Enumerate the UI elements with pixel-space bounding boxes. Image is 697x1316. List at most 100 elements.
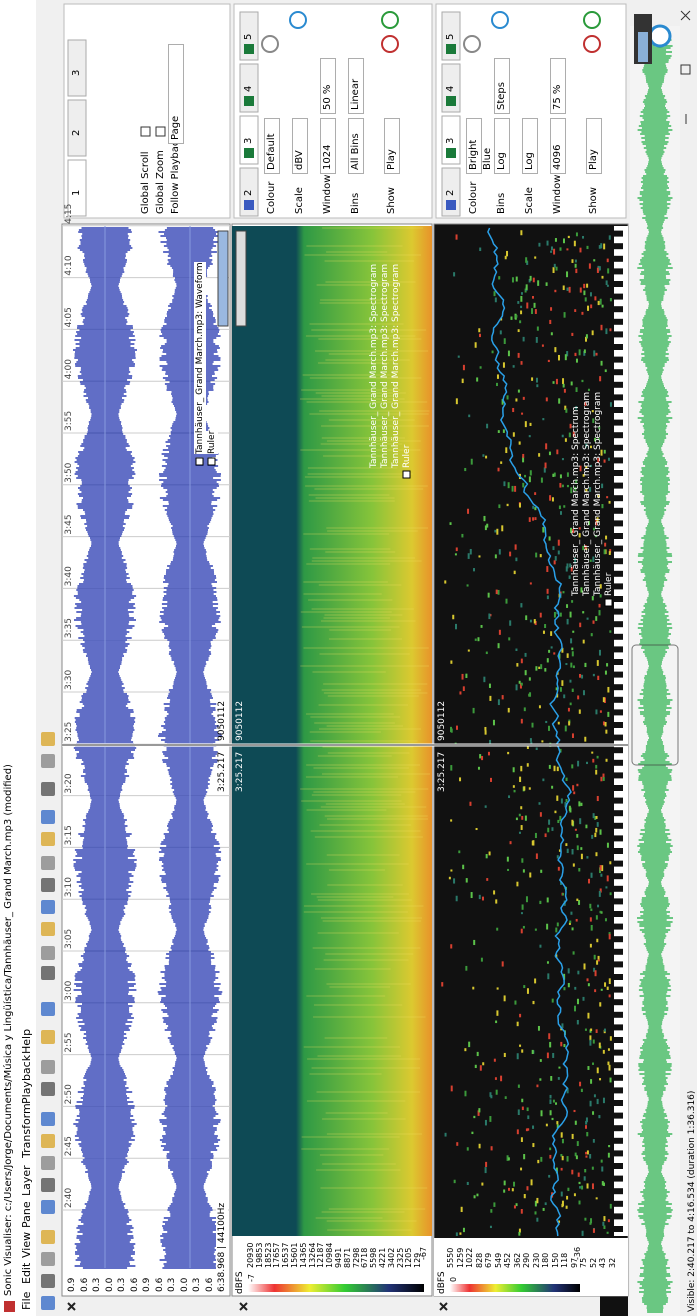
spectral-peak xyxy=(609,551,611,555)
dropdown[interactable]: Bright Blue xyxy=(466,118,482,174)
toolbar-button[interactable] xyxy=(41,732,55,746)
toolbar-button[interactable] xyxy=(41,1002,55,1016)
spectral-peak xyxy=(535,929,537,931)
dial[interactable] xyxy=(584,36,600,52)
spectral-peak xyxy=(521,816,523,820)
frequency-label: 150 xyxy=(551,1253,560,1268)
tab-icon xyxy=(244,200,254,210)
spectral-peak xyxy=(581,312,583,315)
spectral-peak xyxy=(604,543,606,547)
menu-item[interactable]: Transform xyxy=(21,1103,33,1158)
spectral-peak xyxy=(513,432,515,436)
toolbar-button[interactable] xyxy=(41,754,55,768)
frequency-label: 362 xyxy=(513,1253,522,1268)
spectral-peak xyxy=(590,1101,592,1107)
dial[interactable] xyxy=(650,26,670,46)
toolbar-button[interactable] xyxy=(41,922,55,936)
tab[interactable] xyxy=(68,40,86,96)
dial[interactable] xyxy=(382,36,398,52)
menu-item[interactable]: Help xyxy=(21,1029,33,1054)
toolbar-button[interactable] xyxy=(41,1296,55,1310)
dropdown[interactable]: 75 % xyxy=(550,58,566,114)
checkbox[interactable] xyxy=(141,127,150,136)
dropdown[interactable]: Log xyxy=(494,118,510,174)
spectral-peak xyxy=(529,872,531,877)
dropdown[interactable]: Page xyxy=(168,44,184,144)
maximize-button[interactable] xyxy=(681,65,690,74)
dropdown[interactable]: All Bins xyxy=(348,118,364,174)
spectral-peak xyxy=(492,351,494,354)
legend-entry: Ruler xyxy=(603,573,615,596)
dropdown[interactable]: Play xyxy=(384,118,400,174)
colour-bar xyxy=(248,1284,424,1292)
spectral-peak xyxy=(519,503,521,507)
spectral-peak xyxy=(565,663,567,665)
spectral-peak xyxy=(599,604,601,608)
dial[interactable] xyxy=(464,36,480,52)
spectral-peak xyxy=(597,796,599,801)
dropdown[interactable]: 50 % xyxy=(320,58,336,114)
menu-item[interactable]: Pane xyxy=(21,1201,33,1228)
dropdown[interactable]: 1024 xyxy=(320,118,336,174)
spectral-peak xyxy=(599,1002,601,1006)
spectral-peak xyxy=(468,415,470,418)
toolbar-button[interactable] xyxy=(41,900,55,914)
toolbar-button[interactable] xyxy=(41,1082,55,1096)
dial[interactable] xyxy=(382,12,398,28)
toolbar-button[interactable] xyxy=(41,782,55,796)
toolbar-button[interactable] xyxy=(41,1060,55,1074)
dial[interactable] xyxy=(262,36,278,52)
spectral-peak xyxy=(485,1120,487,1125)
toolbar-button[interactable] xyxy=(41,856,55,870)
dropdown[interactable]: Linear xyxy=(348,58,364,114)
menu-item[interactable]: Layer xyxy=(21,1165,33,1196)
menu-item[interactable]: Playback xyxy=(21,1055,33,1104)
menu-item[interactable]: File xyxy=(21,1292,33,1310)
spectral-peak xyxy=(463,365,465,370)
toolbar-button[interactable] xyxy=(41,1200,55,1214)
tab[interactable] xyxy=(68,100,86,156)
toolbar-button[interactable] xyxy=(41,1274,55,1288)
dropdown[interactable]: Default xyxy=(264,118,280,174)
toolbar-button[interactable] xyxy=(41,832,55,846)
close-button[interactable] xyxy=(681,11,690,20)
toolbar-button[interactable] xyxy=(41,878,55,892)
pane-close[interactable] xyxy=(68,1303,75,1310)
dropdown[interactable]: Steps xyxy=(494,58,510,114)
dial[interactable] xyxy=(492,12,508,28)
dropdown[interactable]: Log xyxy=(522,118,538,174)
toolbar-button[interactable] xyxy=(41,946,55,960)
toolbar-button[interactable] xyxy=(41,1252,55,1266)
toolbar-button[interactable] xyxy=(41,1230,55,1244)
spectral-peak xyxy=(515,558,517,562)
toolbar-button[interactable] xyxy=(41,1030,55,1044)
spectral-peak xyxy=(496,1010,498,1015)
frequency-label: 1205 xyxy=(404,1248,413,1268)
spectral-peak xyxy=(547,1053,549,1059)
dropdown[interactable]: 4096 xyxy=(550,118,566,174)
pane-close[interactable] xyxy=(240,1303,247,1310)
toolbar-button[interactable] xyxy=(41,1178,55,1192)
toolbar-button[interactable] xyxy=(41,966,55,980)
spectral-peak xyxy=(565,438,567,442)
checkbox[interactable] xyxy=(156,127,165,136)
menu-item[interactable]: Edit xyxy=(21,1263,33,1284)
dial[interactable] xyxy=(584,12,600,28)
toolbar-button[interactable] xyxy=(41,1134,55,1148)
spectral-peak xyxy=(476,377,478,381)
dial[interactable] xyxy=(290,12,306,28)
dropdown[interactable]: dBV xyxy=(292,118,308,174)
dropdown[interactable]: Play xyxy=(586,118,602,174)
spectral-peak xyxy=(548,819,550,824)
spectral-peak xyxy=(577,695,579,699)
toolbar-button[interactable] xyxy=(41,1112,55,1126)
spectral-peak xyxy=(587,1013,589,1019)
spectral-peak xyxy=(456,234,458,239)
pane-close[interactable] xyxy=(440,1303,447,1310)
spectral-peak xyxy=(561,1168,563,1171)
toolbar-button[interactable] xyxy=(41,810,55,824)
menu-item[interactable]: View xyxy=(21,1232,33,1258)
property-label: Scale xyxy=(524,187,536,214)
toolbar-button[interactable] xyxy=(41,1156,55,1170)
ruler-label: 3:20 xyxy=(63,773,75,793)
